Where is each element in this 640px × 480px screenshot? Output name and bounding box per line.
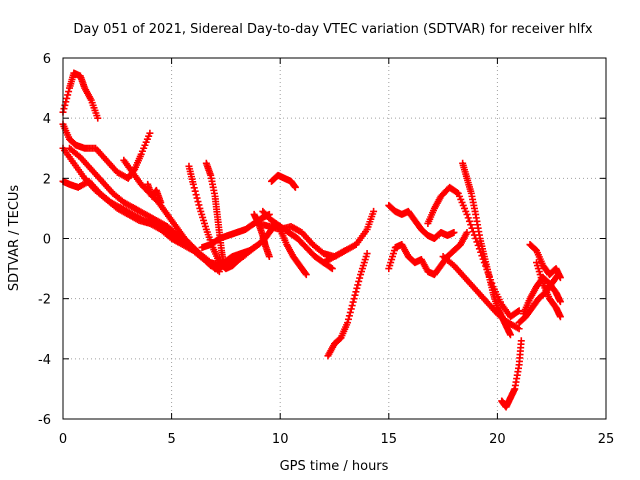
data-point [468,224,476,232]
data-point [194,198,202,206]
grid [63,58,606,419]
data-point [464,214,472,222]
y-tick-label: 6 [43,52,51,67]
data-point [189,180,197,188]
series-track-09 [202,159,228,270]
data-point [328,265,336,273]
x-axis-label: GPS time / hours [280,459,389,474]
series-track-16 [276,225,310,279]
data-point [193,194,201,202]
series-track-22 [459,159,514,339]
data-point [515,307,523,315]
data-point [453,189,461,197]
x-tick-label: 10 [272,432,289,447]
series-track-13 [268,171,299,191]
y-tick-label: -6 [38,413,51,428]
data-point [157,198,165,206]
data-point [190,184,198,192]
x-tick-label: 25 [598,432,615,447]
x-tick-label: 15 [381,432,398,447]
data-point [265,253,273,261]
y-tick-label: 4 [43,112,51,127]
series-track-19 [385,201,458,242]
data-point [352,288,360,296]
data-point [344,315,352,323]
x-tick-label: 5 [167,432,175,447]
data-point [465,217,473,225]
data-point [517,337,525,345]
data-points [59,69,564,411]
series-track-18 [320,207,378,267]
data-point [65,88,73,96]
data-point [349,298,357,306]
series-track-20 [385,228,471,279]
data-point [515,325,523,333]
data-point [356,274,364,282]
axes: 0 5 10 15 20 25 -6 -4 -2 0 2 4 6 [38,52,614,447]
data-point [327,264,335,272]
x-tick-label: 0 [59,432,67,447]
data-point [345,312,353,320]
data-point [450,228,458,236]
data-point [94,114,102,122]
data-point [556,313,564,321]
series-track-28 [515,271,562,327]
data-point [64,91,72,99]
y-tick-label: -4 [38,353,51,368]
data-point [370,207,378,215]
data-point [344,319,352,327]
data-point [514,308,522,316]
series-track-07 [144,180,165,206]
data-point [554,271,562,279]
data-point [556,298,564,306]
chart-title: Day 051 of 2021, Sidereal Day-to-day VTE… [73,22,593,37]
data-point [291,183,299,191]
data-point [351,291,359,299]
data-point [301,269,309,277]
series-track-24 [498,337,525,411]
y-axis-label: SDTVAR / TECUs [7,185,22,292]
data-point [354,281,362,289]
data-point [195,201,203,209]
y-tick-label: -2 [38,293,51,308]
data-point [353,284,361,292]
data-point [347,305,355,313]
series-track-02 [59,120,154,182]
data-point [463,210,471,218]
data-point [506,331,514,339]
y-tick-label: 0 [43,233,51,248]
data-point [350,295,358,303]
data-point [302,271,310,279]
data-point [63,94,71,102]
data-point [192,191,200,199]
x-tick-label: 20 [489,432,506,447]
data-point [191,187,199,195]
y-tick-label: 2 [43,172,51,187]
data-point [553,272,561,280]
series-track-17 [324,250,371,360]
data-point [146,129,154,137]
data-point [463,228,471,236]
data-point [348,302,356,310]
data-point [355,277,363,285]
data-point [467,221,475,229]
series-track-01 [59,69,102,122]
series-track-23 [439,253,523,333]
data-point [60,105,68,113]
data-point [363,250,371,258]
data-point [346,308,354,316]
